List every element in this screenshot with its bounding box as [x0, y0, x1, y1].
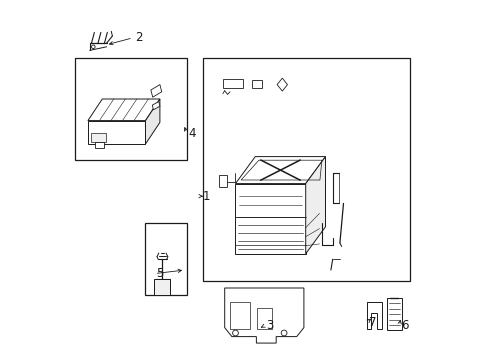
- Polygon shape: [235, 184, 305, 254]
- Bar: [91, 133, 106, 142]
- Bar: [386, 298, 401, 330]
- Bar: [251, 80, 261, 88]
- Polygon shape: [305, 157, 325, 254]
- Text: 3: 3: [265, 319, 273, 332]
- Text: 7: 7: [368, 316, 375, 329]
- Bar: [203, 58, 409, 281]
- Text: 5: 5: [156, 267, 163, 280]
- Polygon shape: [152, 102, 160, 110]
- Bar: [145, 223, 186, 295]
- Polygon shape: [277, 78, 287, 91]
- Polygon shape: [154, 279, 170, 295]
- Text: 1: 1: [203, 190, 210, 203]
- Circle shape: [91, 45, 95, 49]
- Bar: [223, 79, 242, 88]
- Bar: [219, 175, 227, 187]
- Text: 4: 4: [188, 127, 196, 140]
- Polygon shape: [235, 157, 325, 184]
- Polygon shape: [88, 99, 160, 121]
- Polygon shape: [151, 85, 162, 97]
- Polygon shape: [224, 288, 303, 343]
- Bar: [95, 142, 104, 148]
- Circle shape: [232, 330, 238, 336]
- Bar: [257, 308, 271, 329]
- Bar: [230, 302, 249, 329]
- Text: 6: 6: [400, 319, 408, 332]
- Circle shape: [281, 330, 286, 336]
- Text: 2: 2: [134, 31, 142, 44]
- Polygon shape: [145, 99, 160, 144]
- Polygon shape: [88, 121, 145, 144]
- Polygon shape: [366, 302, 381, 329]
- Bar: [75, 58, 186, 160]
